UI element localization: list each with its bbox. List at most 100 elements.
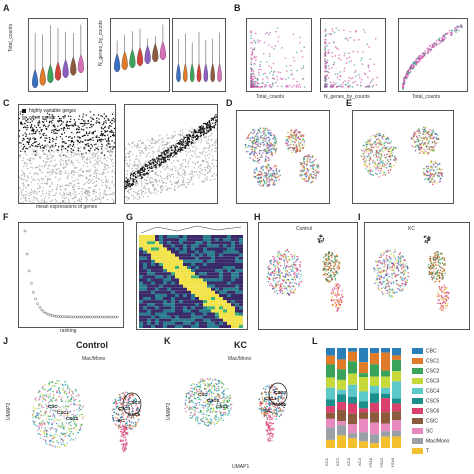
heatmap-cell bbox=[239, 266, 243, 270]
umap-cell bbox=[426, 152, 428, 154]
hvg-point bbox=[160, 153, 163, 155]
umap-cell bbox=[273, 134, 275, 137]
hvg-point bbox=[48, 124, 50, 127]
umap-cell bbox=[312, 170, 314, 173]
umap-cell bbox=[434, 145, 436, 147]
hvg-point bbox=[148, 166, 151, 169]
umap-cell bbox=[294, 145, 296, 148]
umap-cell bbox=[307, 179, 310, 182]
gene-point bbox=[177, 160, 180, 163]
scatter-point bbox=[432, 44, 435, 47]
hvg-point bbox=[159, 162, 161, 164]
hvg-point bbox=[187, 144, 190, 147]
gene-point bbox=[129, 144, 131, 146]
umap-cell bbox=[249, 145, 252, 147]
gene-point bbox=[58, 172, 61, 175]
umap-cell bbox=[441, 172, 444, 175]
pc-variance-point bbox=[114, 315, 117, 319]
gene-point bbox=[48, 178, 50, 180]
hvg-point bbox=[133, 172, 136, 175]
umap-cell bbox=[365, 143, 368, 146]
scatter-point bbox=[256, 78, 259, 80]
umap-cell bbox=[253, 151, 256, 153]
heatmap-cell bbox=[167, 241, 171, 245]
scatter-point bbox=[327, 51, 330, 54]
gene-point bbox=[152, 153, 154, 155]
hvg-point bbox=[164, 157, 167, 159]
gene-point bbox=[39, 169, 41, 171]
hvg-point bbox=[77, 139, 79, 142]
gene-point bbox=[172, 176, 175, 178]
gene-point bbox=[175, 156, 177, 158]
heatmap-cell bbox=[231, 269, 235, 273]
hvg-point bbox=[174, 147, 177, 149]
gene-point bbox=[147, 163, 149, 166]
gene-point bbox=[152, 139, 155, 141]
umap-cell bbox=[360, 149, 363, 151]
scatter-point bbox=[343, 67, 346, 69]
umap-cell bbox=[430, 168, 433, 171]
umap-cell bbox=[431, 173, 434, 176]
umap-cell bbox=[380, 142, 382, 144]
gene-point bbox=[92, 182, 94, 185]
heatmap-cell bbox=[155, 244, 159, 248]
umap-cell bbox=[432, 147, 434, 149]
hvg-point bbox=[83, 134, 86, 137]
scatter-point bbox=[369, 58, 372, 61]
umap-cell bbox=[427, 143, 429, 145]
heatmap-cell bbox=[175, 272, 179, 276]
gene-point bbox=[62, 159, 64, 162]
gene-point bbox=[92, 157, 94, 159]
scatter-point bbox=[460, 25, 463, 27]
gene-point bbox=[89, 162, 92, 164]
scatter-point bbox=[253, 47, 256, 49]
gene-point bbox=[56, 168, 58, 170]
scatter-hvg-1 bbox=[18, 104, 116, 204]
heatmap-cell bbox=[195, 244, 199, 248]
gene-point bbox=[185, 150, 187, 153]
umap-cell bbox=[254, 135, 257, 137]
hvg-point bbox=[95, 136, 97, 138]
gene-point bbox=[136, 165, 138, 167]
gene-point bbox=[42, 178, 45, 180]
gene-point bbox=[210, 134, 212, 137]
hvg-point bbox=[153, 166, 155, 168]
scatter-point bbox=[265, 84, 268, 87]
umap-cell bbox=[317, 163, 319, 166]
xlabel-f: ranking bbox=[60, 328, 77, 334]
scatter-point bbox=[300, 50, 303, 52]
gene-point bbox=[26, 200, 28, 202]
hvg-point bbox=[184, 147, 186, 150]
umap-cell bbox=[376, 150, 378, 153]
heatmap-cell bbox=[139, 256, 143, 260]
gene-point bbox=[62, 202, 64, 204]
hvg-point bbox=[168, 150, 170, 152]
scatter-point bbox=[251, 48, 254, 51]
hvg-point bbox=[73, 141, 75, 144]
hvg-point bbox=[18, 129, 21, 132]
heatmap-cell bbox=[211, 253, 215, 257]
pc-variance-point bbox=[105, 315, 109, 319]
ylabel-n-genes: N_genes_by_counts bbox=[98, 20, 104, 66]
hvg-point bbox=[191, 134, 194, 137]
gene-point bbox=[198, 140, 200, 142]
umap-cell bbox=[257, 141, 259, 143]
gene-point bbox=[211, 132, 213, 135]
gene-point bbox=[173, 165, 175, 168]
umap-cell bbox=[435, 172, 437, 175]
heatmap-cell bbox=[167, 275, 171, 279]
hvg-point bbox=[112, 117, 115, 120]
gene-point bbox=[95, 160, 98, 163]
gene-point bbox=[181, 132, 184, 134]
scatter-point bbox=[348, 56, 351, 59]
scatter-point bbox=[298, 83, 301, 86]
umap-cell bbox=[441, 168, 443, 171]
heatmap-cell bbox=[239, 238, 243, 242]
scatter-point bbox=[324, 35, 327, 38]
hvg-point bbox=[126, 185, 128, 188]
scatter-point bbox=[344, 38, 347, 40]
gene-point bbox=[114, 176, 116, 179]
heatmap-cell bbox=[199, 238, 203, 242]
umap-cell bbox=[302, 135, 305, 137]
scatter-point bbox=[259, 40, 261, 42]
